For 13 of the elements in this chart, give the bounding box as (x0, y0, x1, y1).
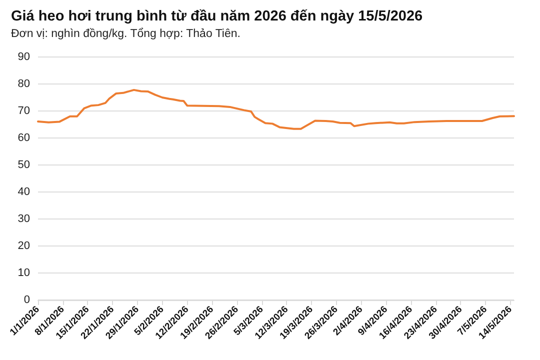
y-tick-label: 70 (18, 105, 30, 117)
y-tick-label: 80 (18, 78, 30, 90)
y-tick-label: 20 (18, 240, 30, 252)
y-tick-label: 40 (18, 186, 30, 198)
y-tick-label: 90 (18, 51, 30, 63)
chart-title: Giá heo hơi trung bình từ đầu năm 2026 đến ngày 15/5/2026 (11, 8, 423, 24)
y-tick-label: 10 (18, 267, 30, 279)
y-tick-label: 60 (18, 132, 30, 144)
y-tick-label: 30 (18, 213, 30, 225)
line-series (37, 88, 515, 130)
y-tick-label: 50 (18, 159, 30, 171)
y-tick-label: 0 (24, 294, 30, 306)
chart-subtitle: Đơn vị: nghìn đồng/kg. Tổng hợp: Thảo Tiên. (11, 27, 240, 40)
